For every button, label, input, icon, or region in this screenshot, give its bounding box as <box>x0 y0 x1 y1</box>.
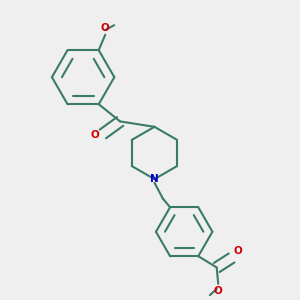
Text: O: O <box>233 247 242 256</box>
Text: N: N <box>150 174 159 184</box>
Text: O: O <box>101 23 110 33</box>
Text: O: O <box>214 286 223 296</box>
Text: O: O <box>90 130 99 140</box>
